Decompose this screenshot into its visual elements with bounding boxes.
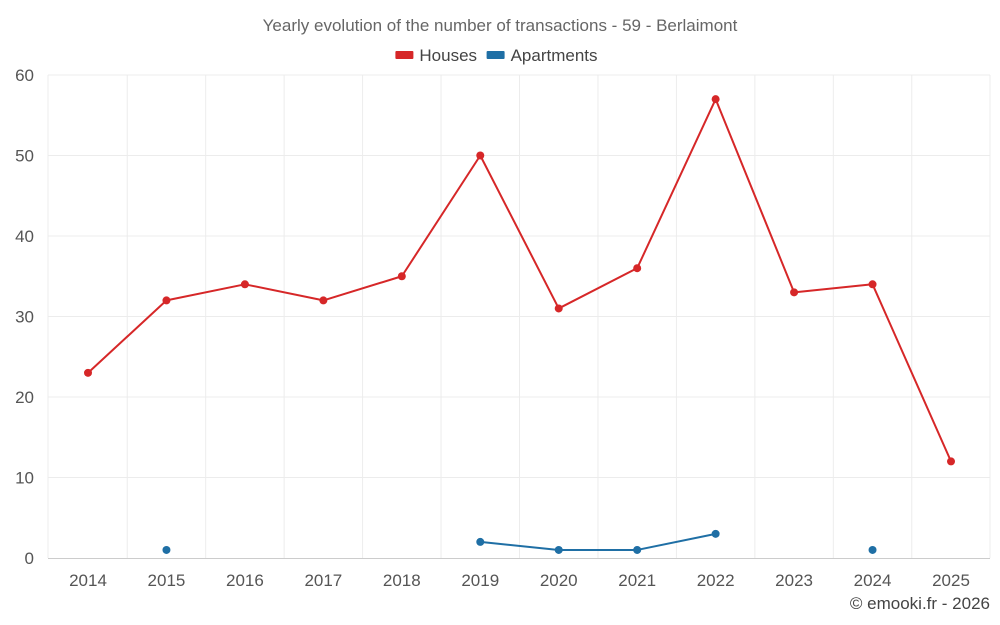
data-point-houses[interactable] bbox=[476, 151, 485, 160]
legend: Houses Apartments bbox=[395, 46, 598, 65]
data-point-houses[interactable] bbox=[711, 95, 720, 104]
legend-label: Apartments bbox=[511, 46, 598, 65]
x-tick-label: 2016 bbox=[226, 571, 264, 590]
data-point-houses[interactable] bbox=[397, 272, 406, 281]
x-tick-label: 2024 bbox=[854, 571, 892, 590]
x-tick-label: 2021 bbox=[618, 571, 656, 590]
data-point-apartments[interactable] bbox=[476, 537, 485, 546]
x-tick-label: 2022 bbox=[697, 571, 735, 590]
data-point-houses[interactable] bbox=[790, 288, 799, 297]
data-point-houses[interactable] bbox=[319, 296, 328, 305]
y-tick-label: 20 bbox=[15, 388, 34, 407]
data-point-houses[interactable] bbox=[947, 457, 955, 466]
data-point-apartments[interactable] bbox=[633, 545, 642, 554]
legend-label: Houses bbox=[419, 46, 477, 65]
data-point-houses[interactable] bbox=[868, 280, 877, 289]
legend-item-apartments[interactable]: Apartments bbox=[486, 46, 598, 65]
data-point-apartments[interactable] bbox=[554, 545, 563, 554]
x-tick-label: 2018 bbox=[383, 571, 421, 590]
credit-text: © emooki.fr - 2026 bbox=[850, 594, 990, 613]
data-point-houses[interactable] bbox=[633, 264, 642, 273]
x-tick-label: 2020 bbox=[540, 571, 578, 590]
x-axis-ticks: 2014 2015 2016 2017 2018 2019 2020 2021 2022 2023… bbox=[69, 571, 970, 590]
data-point-houses[interactable] bbox=[554, 304, 563, 313]
legend-item-houses[interactable]: Houses bbox=[395, 46, 477, 65]
series-group bbox=[84, 95, 955, 554]
y-tick-label: 0 bbox=[25, 549, 34, 568]
data-point-houses[interactable] bbox=[162, 296, 171, 305]
legend-swatch bbox=[395, 51, 414, 59]
x-tick-label: 2015 bbox=[148, 571, 186, 590]
x-tick-label: 2017 bbox=[304, 571, 342, 590]
x-tick-label: 2023 bbox=[775, 571, 813, 590]
series-houses bbox=[84, 95, 955, 466]
x-tick-label: 2019 bbox=[461, 571, 499, 590]
legend-swatch bbox=[486, 51, 505, 59]
x-gridlines bbox=[47, 75, 991, 558]
data-point-apartments[interactable] bbox=[868, 545, 877, 554]
data-point-houses[interactable] bbox=[84, 368, 92, 377]
series-line-apartments bbox=[480, 532, 716, 551]
y-tick-label: 60 bbox=[15, 66, 34, 85]
y-tick-label: 10 bbox=[15, 469, 34, 488]
x-tick-label: 2014 bbox=[69, 571, 107, 590]
x-tick-label: 2025 bbox=[932, 571, 970, 590]
y-tick-label: 30 bbox=[15, 308, 34, 327]
chart-title: Yearly evolution of the number of transa… bbox=[263, 16, 738, 35]
data-point-apartments[interactable] bbox=[162, 545, 171, 554]
data-point-houses[interactable] bbox=[240, 280, 249, 289]
y-tick-label: 50 bbox=[15, 147, 34, 166]
y-axis-ticks: 0 10 20 30 40 50 60 bbox=[15, 66, 34, 568]
series-apartments bbox=[162, 529, 877, 554]
data-point-apartments[interactable] bbox=[711, 529, 720, 538]
y-tick-label: 40 bbox=[15, 227, 34, 246]
series-line-houses bbox=[87, 98, 952, 462]
